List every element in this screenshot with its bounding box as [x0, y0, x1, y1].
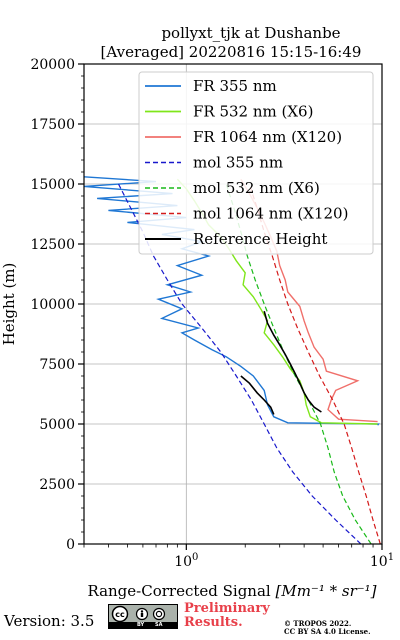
- lidar-profile-chart: pollyxt_tjk at Dushanbe [Averaged] 20220…: [0, 24, 394, 600]
- legend-label-0: FR 355 nm: [193, 77, 277, 95]
- legend-label-6: Reference Height: [193, 230, 327, 248]
- copyright-note: © TROPOS 2022. CC BY SA 4.0 License.: [284, 620, 371, 636]
- chart-subtitle: [Averaged] 20220816 15:15-16:49: [101, 43, 362, 61]
- axes: 0 2500 5000 7500 10000 12500 15000 17500 20000 10…: [30, 57, 394, 570]
- svg-text:cc: cc: [115, 610, 125, 619]
- x-tick-label: 101: [370, 552, 394, 570]
- series-line-4: [225, 183, 372, 544]
- cc-sa-label: SA: [155, 622, 163, 628]
- x-axis-label: Range-Corrected Signal [Mm⁻¹ * sr⁻¹]: [87, 582, 376, 600]
- y-tick-label: 10000: [30, 297, 75, 313]
- x-tick-label: 100: [174, 552, 198, 570]
- reference-height-segment-1: [263, 310, 322, 413]
- cc-license-badge: cc BY SA: [108, 604, 178, 629]
- legend-label-4: mol 532 nm (X6): [193, 179, 320, 197]
- preliminary-note: Preliminary Results.: [184, 602, 270, 630]
- legend-label-2: FR 1064 nm (X120): [193, 128, 342, 146]
- y-tick-label: 12500: [30, 237, 75, 253]
- y-tick-label: 17500: [30, 117, 75, 133]
- y-tick-label: 5000: [39, 417, 75, 433]
- y-tick-label: 0: [66, 537, 75, 553]
- legend-label-5: mol 1064 nm (X120): [193, 205, 348, 223]
- copyright-line2: CC BY SA 4.0 License.: [284, 627, 371, 636]
- legend-label-1: FR 532 nm (X6): [193, 103, 313, 121]
- reference-height-segment-0: [240, 375, 275, 415]
- cc-logo-icon: cc: [111, 605, 166, 622]
- legend-label-3: mol 355 nm: [193, 154, 283, 172]
- y-tick-label: 7500: [39, 357, 75, 373]
- x-axis-label-unit: [Mm⁻¹ * sr⁻¹]: [275, 582, 376, 600]
- chart-title: pollyxt_tjk at Dushanbe: [161, 24, 340, 42]
- cc-strip: BY SA: [109, 622, 177, 628]
- preliminary-line1: Preliminary: [184, 601, 270, 616]
- y-tick-label: 15000: [30, 177, 75, 193]
- preliminary-line2: Results.: [184, 615, 243, 630]
- version-label: Version: 3.5: [4, 612, 95, 630]
- legend-box: [138, 71, 374, 255]
- y-tick-label: 20000: [30, 57, 75, 73]
- legend: FR 355 nm FR 532 nm (X6) FR 1064 nm (X120)…: [138, 71, 374, 255]
- x-axis-label-text: Range-Corrected Signal: [87, 582, 275, 600]
- copyright-line1: © TROPOS 2022.: [284, 619, 352, 628]
- cc-by-label: BY: [137, 622, 145, 628]
- y-tick-label: 2500: [39, 477, 75, 493]
- y-axis-label: Height (m): [0, 263, 18, 346]
